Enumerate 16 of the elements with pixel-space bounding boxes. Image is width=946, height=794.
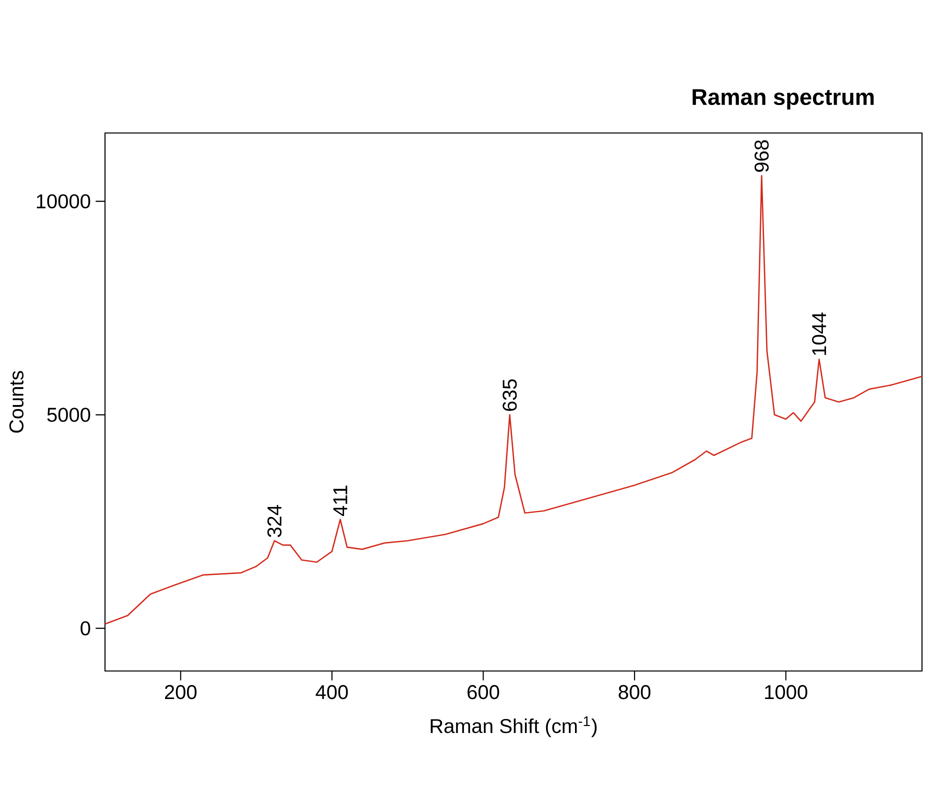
- x-tick-label: 600: [468, 685, 500, 700]
- annotation: 411: [333, 486, 348, 516]
- chart-title: Raman spectrum: [692, 89, 874, 110]
- y-tick-label: 5000: [47, 408, 90, 422]
- x-tick-label: 200: [164, 685, 197, 700]
- x-axis-title: Raman Shift (cm$^{-1}$): [430, 716, 597, 738]
- annotation: 635: [502, 379, 517, 411]
- annotation: 324: [267, 505, 282, 538]
- x-tick-label: 400: [316, 685, 348, 700]
- y-tick-label: 0: [80, 621, 90, 636]
- annotation: 1044: [812, 312, 826, 355]
- y-axis-title: Counts: [9, 371, 24, 433]
- annotation: 968: [754, 140, 769, 172]
- x-tick-label: 1000: [765, 685, 808, 700]
- y-tick-label: 10000: [36, 194, 90, 208]
- x-tick-label: 800: [618, 685, 650, 700]
